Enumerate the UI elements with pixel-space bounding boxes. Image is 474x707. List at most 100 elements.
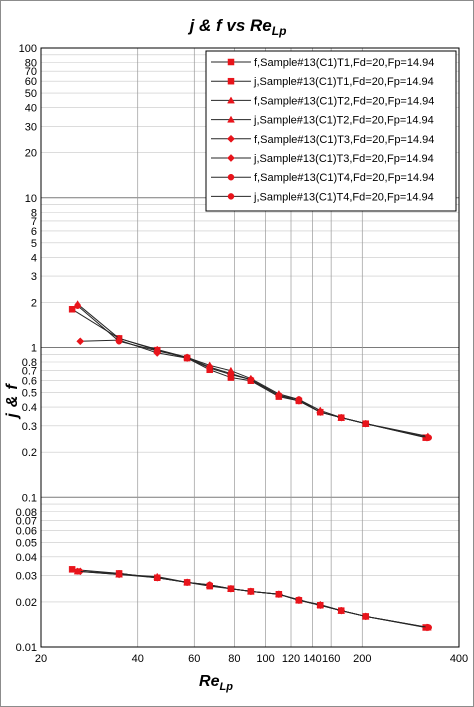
data-point [337,414,345,421]
x-tick-label: 200 [353,653,371,665]
legend-item: j,Sample#13(C1)T2,Fd=20,Fp=14.94 [211,115,434,127]
plot-border [40,47,460,648]
data-point [206,363,213,371]
y-tick-label: 40 [25,103,37,115]
y-tick-label: 6 [31,226,37,238]
legend-marker [227,77,235,85]
legend-label: j,Sample#13(C1)T4,Fd=20,Fp=14.94 [253,191,434,203]
y-tick-label: 0.3 [22,421,37,433]
data-point [74,568,81,575]
legend-marker [227,96,235,104]
data-point [275,591,283,598]
data-point [68,306,76,313]
x-tick-label: 140 [303,653,321,665]
y-tick-label: 20 [25,148,37,160]
legend-item: f,Sample#13(C1)T4,Fd=20,Fp=14.94 [211,172,434,184]
y-tick-label: 0.04 [16,552,37,564]
data-point [115,570,123,577]
series-8 [74,568,432,631]
x-tick-label: 20 [35,653,47,665]
legend: f,Sample#13(C1)T1,Fd=20,Fp=14.94 j,Sample… [205,50,457,212]
y-axis-title: j & f [4,383,21,420]
legend-marker [227,115,235,123]
data-point [362,420,369,427]
legend-label: f,Sample#13(C1)T3,Fd=20,Fp=14.94 [254,134,434,146]
y-tick-label: 8 [31,207,37,219]
y-tick-label: 0.4 [22,402,37,414]
y-tick-label: 0.1 [22,492,37,504]
y-tick-labels: 0.01 0.02 0.03 0.04 0.050.060.070.08 0.1 0.2 0.… [16,43,37,654]
data-point [153,347,161,355]
y-tick-label: 30 [25,121,37,133]
data-point [76,337,85,346]
chart-title-main: j & f vs Re [188,16,272,35]
y-tick-label: 7 [31,216,37,228]
y-tick-label: 0.02 [16,597,37,609]
x-tick-label: 100 [256,653,274,665]
legend-label: j,Sample#13(C1)T2,Fd=20,Fp=14.94 [253,115,434,127]
y-tick-label: 0.06 [16,525,37,537]
chart-title: j & f vs ReLp [188,16,287,38]
data-point [153,574,161,582]
legend-marker [227,193,235,200]
y-tick-label: 0.05 [16,537,37,549]
legend-item: j,Sample#13(C1)T1,Fd=20,Fp=14.94 [211,76,434,88]
data-point [247,376,255,383]
x-tick-labels: 20 40 60 80 100 120 140 160 200 400 [35,653,468,665]
data-point [425,624,432,631]
y-tick-label: 4 [31,252,37,264]
data-point [295,396,303,403]
x-axis-title-sub: Lp [220,681,234,693]
series-layer [68,300,432,632]
y-tick-label: 1 [31,343,37,355]
data-point [227,370,235,377]
y-tick-label: 0.8 [22,357,37,369]
y-tick-label: 0.7 [22,366,37,378]
data-point [115,338,123,345]
data-point [183,354,191,361]
y-tick-label: 0.6 [22,376,37,388]
legend-marker [227,154,235,162]
y-tick-label: 80 [25,58,37,70]
y-tick-label: 0.07 [16,515,37,527]
data-point [425,434,432,441]
legend-label: f,Sample#13(C1)T2,Fd=20,Fp=14.94 [254,95,434,107]
data-point [295,596,303,603]
legend-box [205,50,457,212]
x-tick-label: 60 [188,653,200,665]
y-tick-label: 0.01 [16,642,37,654]
x-tick-label: 120 [282,653,300,665]
data-point [362,613,369,620]
data-point [183,579,191,586]
y-tick-label: 0.08 [16,507,37,519]
data-point [275,391,283,399]
legend-item: f,Sample#13(C1)T1,Fd=20,Fp=14.94 [211,57,434,69]
y-axis-title-j: j [4,413,21,420]
legend-marker [227,58,235,66]
legend-marker [227,134,235,143]
legend-item: j,Sample#13(C1)T3,Fd=20,Fp=14.94 [211,153,434,165]
legend-label: j,Sample#13(C1)T3,Fd=20,Fp=14.94 [253,153,434,165]
y-tick-label: 100 [19,43,37,55]
y-tick-label: 10 [25,193,37,205]
legend-item: f,Sample#13(C1)T2,Fd=20,Fp=14.94 [211,95,434,107]
y-axis-title-amp: & [4,396,21,408]
chart-title-sub: Lp [272,24,287,38]
legend-item: j,Sample#13(C1)T4,Fd=20,Fp=14.94 [211,191,434,203]
y-tick-label: 70 [25,66,37,78]
x-tick-label: 40 [132,653,144,665]
legend-label: j,Sample#13(C1)T1,Fd=20,Fp=14.94 [253,76,434,88]
x-tick-label: 80 [228,653,240,665]
x-axis-title-main: Re [199,673,220,690]
data-point [337,607,345,614]
legend-label: f,Sample#13(C1)T1,Fd=20,Fp=14.94 [254,57,434,69]
x-axis-title: ReLp [199,673,233,693]
data-point [206,581,213,589]
data-point [247,588,255,595]
data-point [68,566,76,573]
y-tick-label: 3 [31,271,37,283]
y-axis-title-f: f [4,383,21,390]
legend-label: f,Sample#13(C1)T4,Fd=20,Fp=14.94 [254,172,434,184]
data-point [227,585,235,592]
